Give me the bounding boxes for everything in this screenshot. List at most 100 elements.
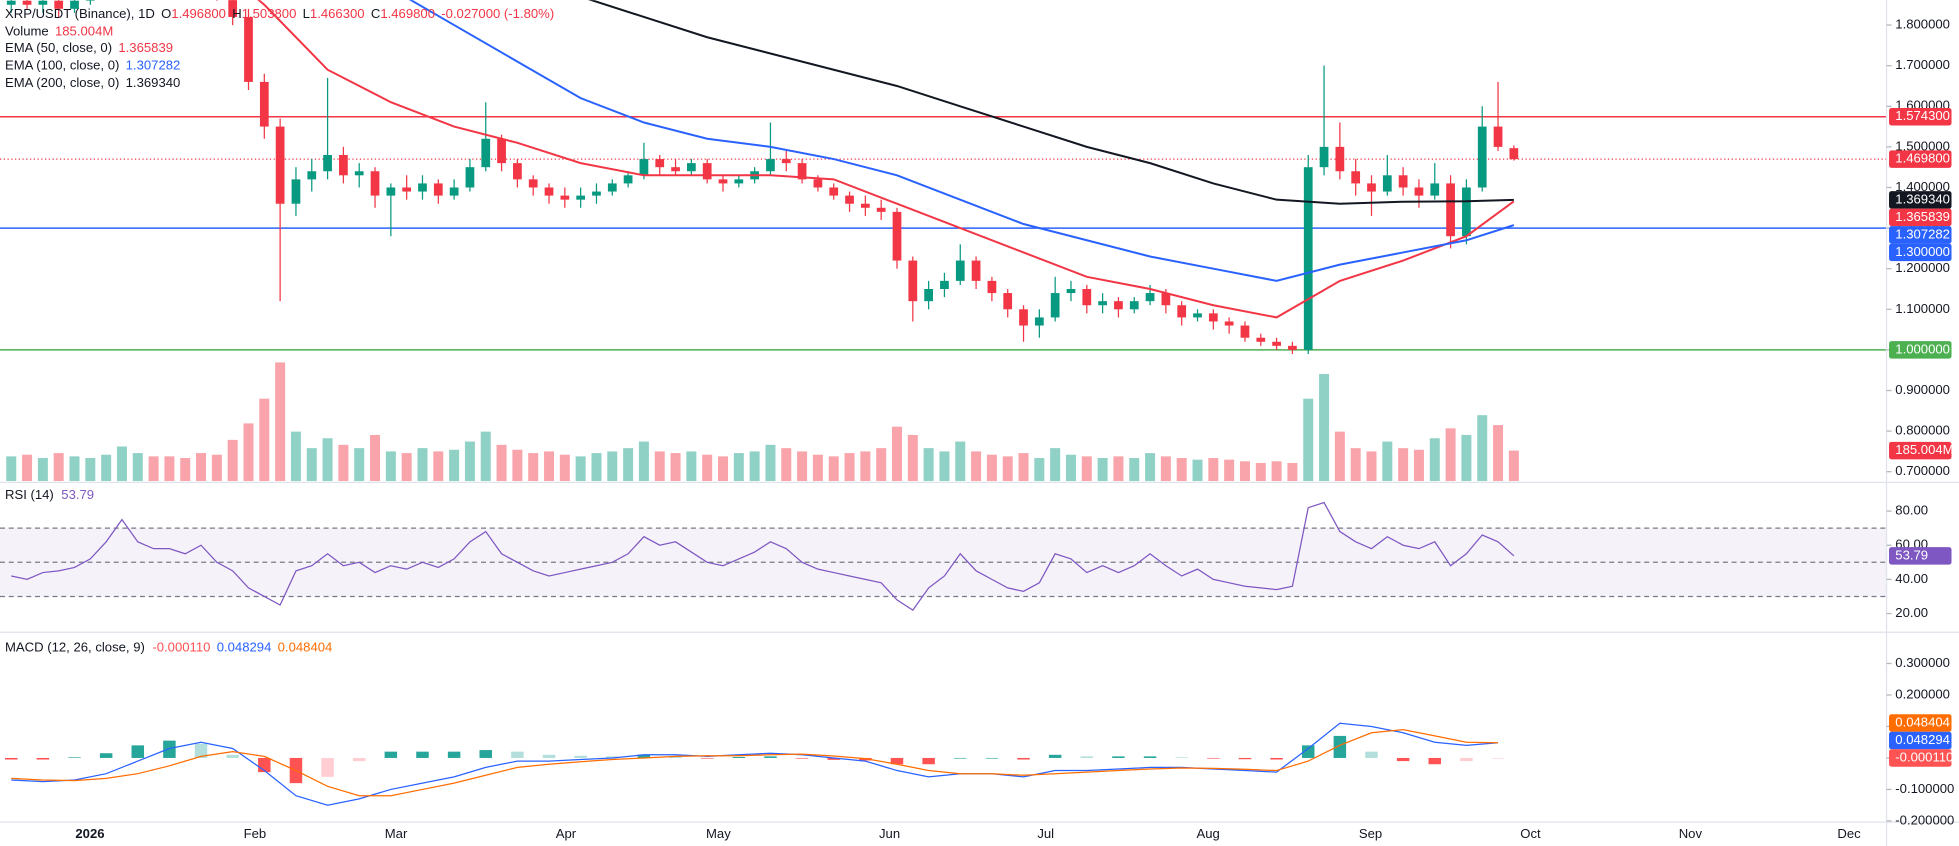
volume-bar <box>1002 456 1013 482</box>
candle-body <box>1493 126 1503 147</box>
legend-text: C <box>371 7 380 22</box>
macd-histogram-bar <box>606 756 619 758</box>
price-tag-label: 1.307282 <box>1895 226 1950 241</box>
y-tick-label: 0.300000 <box>1895 655 1950 670</box>
macd-histogram-bar <box>416 751 429 758</box>
candle-body <box>1224 321 1234 326</box>
price-tag-label: 1.369340 <box>1895 191 1950 206</box>
legend-line: XRP/USDT (Binance), 1D O1.496800 H1.503800… <box>5 7 554 22</box>
volume-bar <box>1429 438 1440 482</box>
volume-bar <box>1145 453 1156 482</box>
macd-histogram-bar <box>827 757 840 760</box>
legend-line: EMA (50, close, 0) 1.365839 <box>5 40 173 55</box>
candle-body <box>1161 293 1171 306</box>
candle-body <box>481 138 491 168</box>
candle-body <box>54 0 64 9</box>
legend-text: 1.307282 <box>126 58 181 73</box>
volume-bar <box>1255 462 1266 482</box>
volume-bar <box>1224 459 1235 482</box>
macd-histogram-bar <box>1238 757 1252 760</box>
volume-bar <box>1113 456 1124 482</box>
candle-body <box>386 187 396 196</box>
candle-body <box>402 187 412 192</box>
volume-bar <box>211 454 222 482</box>
volume-bar <box>971 451 982 482</box>
volume-bar <box>53 453 64 482</box>
candle-body <box>1256 337 1266 342</box>
candle-body <box>307 171 317 180</box>
volume-bar <box>22 454 33 482</box>
legend-line: RSI (14) 53.79 <box>5 488 94 503</box>
candle-body <box>1034 317 1044 326</box>
price-tag-label: 1.574300 <box>1895 108 1950 123</box>
x-tick-label: Mar <box>385 826 408 841</box>
macd-histogram-bar <box>890 757 904 765</box>
y-tick-label: 1.200000 <box>1895 260 1950 275</box>
price-tag-label: 1.300000 <box>1895 244 1950 259</box>
candle-body <box>766 159 775 172</box>
macd-histogram-bar <box>194 743 208 758</box>
volume-bar <box>116 446 127 482</box>
price-tag <box>1889 547 1952 565</box>
volume-bar <box>227 439 238 482</box>
volume-bar <box>1493 425 1504 482</box>
macd-histogram-bar <box>226 754 239 758</box>
candle-body <box>1019 309 1028 326</box>
volume-bar <box>290 431 301 482</box>
volume-bar <box>528 453 539 482</box>
macd-histogram-bar <box>795 757 809 759</box>
price-pane <box>0 0 1887 482</box>
candle-body <box>70 0 79 9</box>
macd-line <box>11 722 1499 806</box>
price-tag-label: 0.048404 <box>1895 714 1950 729</box>
macd-histogram-bar <box>321 757 334 777</box>
legend-text: EMA (50, close, 0) <box>5 40 112 55</box>
y-tick-label: 1.500000 <box>1895 138 1950 153</box>
candle-body <box>354 171 364 176</box>
x-tick-label: May <box>706 826 731 841</box>
macd-histogram-bar <box>1365 751 1378 758</box>
volume-bar <box>876 448 887 482</box>
volume-bar <box>1176 458 1187 482</box>
volume-bar <box>275 362 286 482</box>
ema-line <box>257 0 1515 319</box>
volume-bar <box>1192 459 1203 482</box>
volume-bar <box>1271 461 1282 482</box>
macd-histogram-bar <box>1017 757 1030 760</box>
macd-histogram-bar <box>1270 757 1283 760</box>
candle-body <box>924 288 933 302</box>
candle-body <box>1272 341 1281 346</box>
volume-bar <box>1129 458 1140 482</box>
ema-line <box>408 0 1515 282</box>
candle-body <box>1414 187 1424 196</box>
legend-text: 53.79 <box>61 488 94 503</box>
volume-bar <box>844 453 855 482</box>
volume-bar <box>1097 458 1108 482</box>
candle-body <box>275 126 285 204</box>
legend-line: EMA (100, close, 0) 1.307282 <box>5 58 180 73</box>
candle-body <box>1240 325 1250 338</box>
candle-body <box>718 179 728 184</box>
price-tag-label: 1.469800 <box>1895 151 1950 166</box>
macd-histogram-bar <box>447 751 461 758</box>
macd-histogram-bar <box>384 751 398 758</box>
price-tag-label: 185.004M <box>1895 442 1953 457</box>
price-tag-label: 0.048294 <box>1895 732 1950 747</box>
candle-body <box>449 187 459 196</box>
candle-body <box>592 191 601 196</box>
x-tick-label: Aug <box>1196 826 1219 841</box>
candle-body <box>1193 313 1202 318</box>
macd-histogram-bar <box>1428 757 1442 765</box>
price-tag-label: 1.000000 <box>1895 341 1950 356</box>
macd-histogram-bar <box>1175 757 1188 758</box>
volume-bar <box>6 456 17 482</box>
volume-bar <box>1477 415 1488 482</box>
volume-bar <box>828 456 839 482</box>
candle-body <box>528 179 538 188</box>
candle-body <box>1303 167 1313 350</box>
macd-histogram-bar <box>732 757 746 758</box>
legend-text: -0.000110 <box>152 640 210 655</box>
volume-bar <box>1366 451 1377 482</box>
price-tag <box>1889 714 1952 732</box>
candle-body <box>1003 293 1013 310</box>
